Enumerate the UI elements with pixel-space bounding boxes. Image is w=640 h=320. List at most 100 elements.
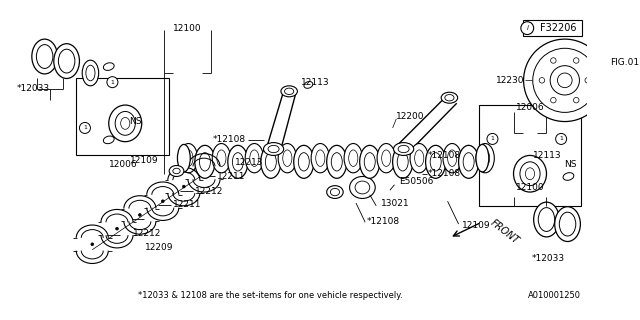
Text: *12033: *12033 (17, 84, 51, 93)
Ellipse shape (481, 150, 490, 166)
Ellipse shape (344, 143, 362, 173)
Ellipse shape (250, 150, 259, 166)
Circle shape (116, 227, 118, 230)
Text: *12108: *12108 (213, 135, 246, 144)
Text: 12100: 12100 (516, 183, 544, 192)
Text: 1: 1 (490, 136, 494, 141)
Ellipse shape (330, 188, 340, 196)
Ellipse shape (463, 153, 474, 171)
Text: 12212: 12212 (132, 229, 161, 238)
Circle shape (539, 77, 545, 83)
Circle shape (161, 200, 164, 203)
Ellipse shape (538, 208, 555, 231)
Ellipse shape (459, 145, 479, 178)
Ellipse shape (476, 143, 494, 173)
Text: 12230: 12230 (496, 76, 525, 85)
Text: NS: NS (129, 117, 141, 126)
Ellipse shape (426, 145, 445, 178)
Ellipse shape (397, 153, 408, 171)
Ellipse shape (443, 143, 461, 173)
Circle shape (557, 73, 572, 88)
Ellipse shape (360, 145, 380, 178)
Ellipse shape (316, 150, 325, 166)
Ellipse shape (410, 143, 428, 173)
Text: 1: 1 (111, 80, 115, 85)
Text: 1: 1 (559, 136, 563, 141)
Ellipse shape (285, 88, 294, 94)
Ellipse shape (394, 143, 413, 156)
Bar (523, 20, 582, 36)
Ellipse shape (559, 212, 576, 236)
Ellipse shape (392, 145, 413, 178)
Ellipse shape (179, 143, 198, 173)
Ellipse shape (447, 150, 457, 166)
Ellipse shape (283, 150, 292, 166)
Text: *12108: *12108 (428, 151, 461, 160)
Ellipse shape (281, 86, 298, 97)
Circle shape (573, 97, 579, 103)
Ellipse shape (430, 153, 441, 171)
Ellipse shape (264, 143, 284, 156)
Circle shape (573, 58, 579, 63)
Ellipse shape (555, 207, 580, 242)
Text: FRONT: FRONT (489, 217, 521, 246)
Text: 12209: 12209 (145, 244, 174, 252)
Ellipse shape (32, 39, 58, 74)
Bar (76, 77, 169, 156)
Text: 12109: 12109 (129, 156, 158, 164)
Ellipse shape (377, 143, 396, 173)
Circle shape (524, 39, 606, 122)
Text: 12006: 12006 (516, 103, 544, 112)
Ellipse shape (115, 111, 135, 135)
Ellipse shape (266, 153, 276, 171)
Text: F32206: F32206 (540, 23, 577, 33)
Ellipse shape (534, 202, 559, 237)
Text: FIG.011: FIG.011 (610, 58, 640, 67)
Ellipse shape (109, 105, 141, 142)
Ellipse shape (169, 165, 184, 177)
Ellipse shape (212, 143, 230, 173)
Text: 13021: 13021 (381, 199, 410, 208)
Ellipse shape (520, 162, 540, 186)
Ellipse shape (200, 153, 211, 171)
Circle shape (532, 48, 597, 112)
Circle shape (203, 172, 205, 174)
Ellipse shape (232, 153, 243, 171)
Ellipse shape (398, 145, 409, 153)
Text: 12200: 12200 (396, 112, 425, 121)
Ellipse shape (441, 92, 458, 103)
Ellipse shape (445, 94, 454, 101)
Ellipse shape (332, 153, 342, 171)
Ellipse shape (260, 145, 281, 178)
Text: 12006: 12006 (109, 160, 138, 169)
Text: *12108: *12108 (428, 169, 461, 178)
Ellipse shape (82, 60, 99, 86)
Ellipse shape (58, 49, 75, 73)
Text: NS: NS (564, 160, 577, 169)
Circle shape (550, 66, 579, 95)
Ellipse shape (513, 156, 547, 192)
Ellipse shape (525, 168, 534, 180)
Ellipse shape (173, 168, 180, 174)
Ellipse shape (195, 145, 215, 178)
Circle shape (138, 213, 141, 216)
Text: 12211: 12211 (173, 200, 202, 209)
Ellipse shape (104, 136, 114, 144)
Ellipse shape (563, 173, 574, 180)
Text: *12033 & 12108 are the set-items for one vehicle respectively.: *12033 & 12108 are the set-items for one… (138, 291, 403, 300)
Ellipse shape (36, 44, 53, 68)
Ellipse shape (184, 150, 193, 166)
Circle shape (487, 133, 498, 144)
Ellipse shape (104, 63, 114, 70)
Circle shape (79, 123, 90, 133)
Text: 12100: 12100 (173, 24, 202, 34)
Text: 12113: 12113 (532, 151, 561, 160)
Ellipse shape (326, 186, 343, 198)
Ellipse shape (304, 82, 313, 88)
Ellipse shape (476, 144, 489, 172)
Ellipse shape (415, 150, 424, 166)
Text: 12109: 12109 (462, 221, 491, 230)
Text: i: i (526, 25, 528, 31)
Ellipse shape (245, 143, 264, 173)
Ellipse shape (349, 150, 358, 166)
